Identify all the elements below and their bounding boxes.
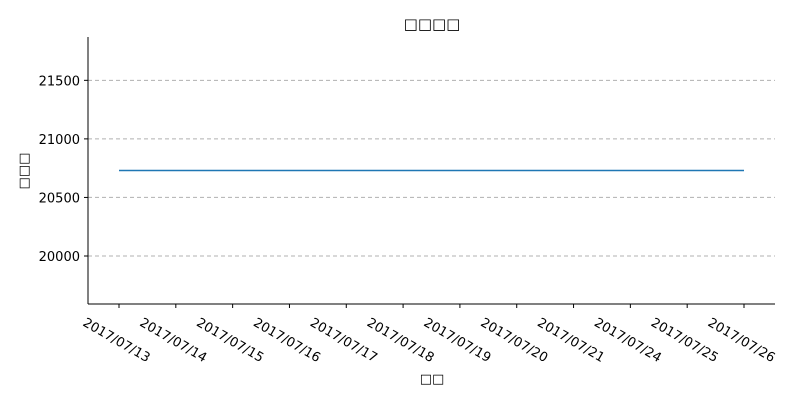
x-axis-label: □□ (420, 372, 445, 387)
chart-title: □□□□ (404, 15, 461, 33)
y-tick-label: 21000 (39, 133, 80, 148)
y-tick-label: 20500 (39, 191, 80, 206)
y-tick-label: 20000 (39, 250, 80, 265)
y-tick-label: 21500 (39, 74, 80, 89)
grid (88, 79, 775, 257)
y-ticks: 20000 20500 21000 21500 (39, 74, 88, 265)
y-axis-label: □□□ (17, 153, 32, 190)
x-ticks: 2017/07/132017/07/142017/07/152017/07/16… (80, 304, 777, 366)
